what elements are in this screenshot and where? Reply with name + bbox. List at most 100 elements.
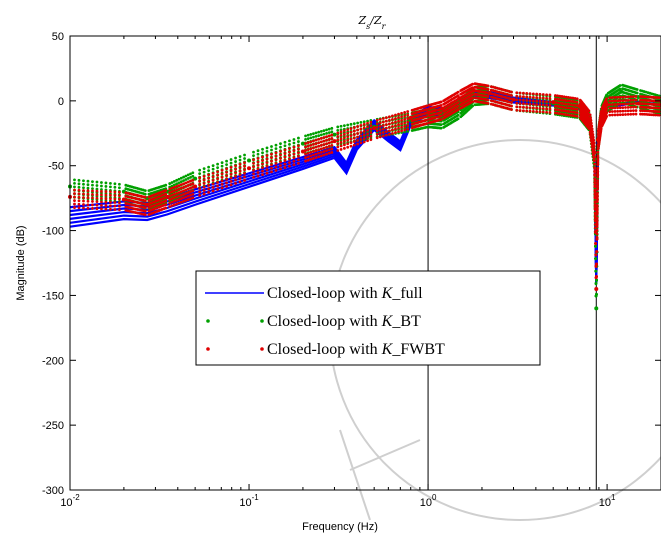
series-point-2 xyxy=(378,131,382,135)
series-point-1 xyxy=(270,148,273,152)
series-point-1 xyxy=(288,139,291,143)
series-point-1 xyxy=(312,132,315,136)
series-point-2 xyxy=(220,186,224,190)
series-point-2 xyxy=(548,93,552,97)
series-point-1 xyxy=(439,126,443,130)
series-point-2 xyxy=(515,105,519,109)
series-point-1 xyxy=(202,170,206,174)
series-point-2 xyxy=(362,122,366,126)
series-point-1 xyxy=(238,155,242,158)
series-point-2 xyxy=(225,177,228,181)
series-point-2 xyxy=(425,104,429,108)
series-point-2 xyxy=(177,194,181,198)
series-point-1 xyxy=(594,282,598,285)
series-point-1 xyxy=(234,156,237,160)
series-point-2 xyxy=(594,286,599,291)
series-point-1 xyxy=(349,122,353,126)
series-point-2 xyxy=(189,179,192,183)
series-point-2 xyxy=(82,192,85,196)
series-point-2 xyxy=(207,191,211,194)
series-point-2 xyxy=(562,105,566,109)
series-point-2 xyxy=(545,100,548,104)
series-point-2 xyxy=(346,135,350,139)
series-point-2 xyxy=(346,131,350,135)
series-point-2 xyxy=(143,213,147,217)
series-point-2 xyxy=(425,118,429,122)
series-point-1 xyxy=(207,169,211,173)
series-point-2 xyxy=(220,182,224,186)
series-point-2 xyxy=(342,132,346,136)
legend-box xyxy=(195,270,541,366)
series-point-1 xyxy=(177,177,181,181)
series-point-2 xyxy=(234,178,237,182)
series-point-2 xyxy=(562,98,566,102)
series-point-2 xyxy=(91,193,94,196)
series-point-1 xyxy=(225,163,228,166)
series-point-1 xyxy=(635,91,639,95)
series-point-1 xyxy=(82,186,85,190)
x-tick-label: 101 xyxy=(599,493,616,509)
series-point-2 xyxy=(378,135,382,139)
series-point-2 xyxy=(538,96,542,100)
series-point-1 xyxy=(238,158,242,162)
series-point-2 xyxy=(216,184,219,188)
series-point-2 xyxy=(279,150,282,153)
series-point-2 xyxy=(362,129,366,133)
series-point-1 xyxy=(207,165,211,169)
series-point-2 xyxy=(375,125,379,129)
series-point-2 xyxy=(113,201,117,204)
series-point-2 xyxy=(575,114,579,118)
series-point-2 xyxy=(193,184,198,189)
series-point-2 xyxy=(86,203,90,207)
series-point-1 xyxy=(270,145,273,148)
series-point-2 xyxy=(182,199,185,203)
series-layer xyxy=(68,82,661,311)
series-point-1 xyxy=(359,120,363,124)
series-point-2 xyxy=(325,138,328,142)
series-point-1 xyxy=(179,176,183,180)
series-point-1 xyxy=(439,123,443,127)
series-point-2 xyxy=(234,164,237,168)
series-point-2 xyxy=(621,95,625,99)
series-point-2 xyxy=(220,179,224,183)
series-point-2 xyxy=(216,170,219,174)
series-point-2 xyxy=(569,99,573,103)
series-point-2 xyxy=(256,164,260,167)
series-point-2 xyxy=(456,104,460,108)
series-point-2 xyxy=(522,105,525,109)
series-point-2 xyxy=(342,129,346,133)
series-point-2 xyxy=(143,206,147,210)
series-point-2 xyxy=(100,196,103,200)
series-point-2 xyxy=(456,90,460,94)
series-point-2 xyxy=(406,127,410,131)
series-point-2 xyxy=(571,114,575,117)
series-point-2 xyxy=(86,206,90,210)
series-point-2 xyxy=(292,152,296,156)
series-point-2 xyxy=(164,203,168,206)
series-point-2 xyxy=(332,139,337,144)
series-point-2 xyxy=(616,102,620,106)
series-point-2 xyxy=(172,196,176,200)
series-point-2 xyxy=(198,183,202,187)
series-point-2 xyxy=(634,112,638,116)
series-point-2 xyxy=(518,95,522,98)
series-point-1 xyxy=(471,104,474,108)
series-point-2 xyxy=(631,105,635,109)
series-point-2 xyxy=(366,125,369,129)
series-point-2 xyxy=(352,136,356,140)
series-point-2 xyxy=(265,164,269,168)
series-point-2 xyxy=(592,148,596,152)
series-point-2 xyxy=(391,114,394,118)
series-point-2 xyxy=(297,158,300,162)
series-point-2 xyxy=(143,199,147,203)
series-point-1 xyxy=(595,278,598,282)
series-point-1 xyxy=(339,128,343,132)
series-point-2 xyxy=(372,126,377,131)
series-point-2 xyxy=(657,106,661,110)
series-point-1 xyxy=(288,142,291,146)
series-point-2 xyxy=(168,198,172,201)
series-point-2 xyxy=(545,96,548,100)
series-point-1 xyxy=(91,180,94,184)
series-point-1 xyxy=(118,182,121,186)
series-point-2 xyxy=(352,133,356,136)
